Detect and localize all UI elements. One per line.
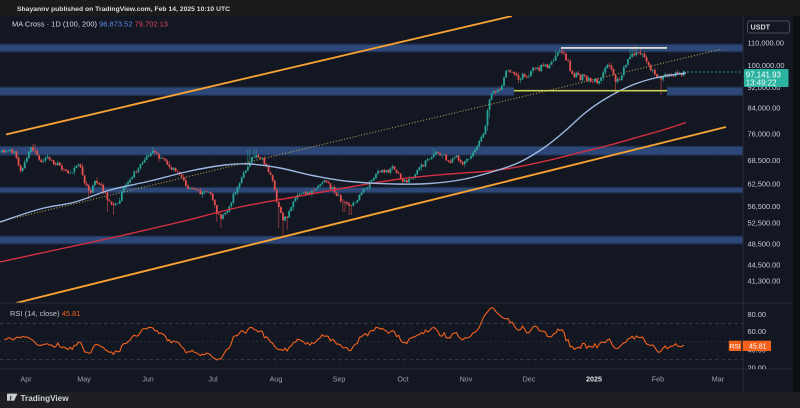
svg-text:20.00: 20.00 [748, 364, 767, 373]
svg-text:48,500.00: 48,500.00 [748, 240, 781, 249]
svg-text:RSI: RSI [729, 343, 740, 350]
svg-text:92,000.00: 92,000.00 [748, 83, 781, 92]
svg-text:60.00: 60.00 [748, 327, 767, 336]
svg-text:62,500.00: 62,500.00 [748, 180, 781, 189]
svg-text:97,141.93: 97,141.93 [746, 71, 782, 80]
svg-text:13:49:22: 13:49:22 [746, 79, 777, 88]
svg-text:Sep: Sep [333, 375, 346, 384]
svg-text:44,500.00: 44,500.00 [748, 261, 781, 270]
svg-text:Aug: Aug [270, 375, 283, 384]
svg-text:100,000.00: 100,000.00 [748, 61, 785, 70]
svg-text:Nov: Nov [460, 375, 473, 384]
svg-text:52,500.00: 52,500.00 [748, 219, 781, 228]
svg-text:Feb: Feb [652, 375, 664, 384]
svg-text:80.00: 80.00 [748, 310, 767, 319]
svg-text:Mar: Mar [712, 375, 725, 384]
svg-text:68,500.00: 68,500.00 [748, 156, 781, 165]
svg-text:45.81: 45.81 [749, 343, 767, 350]
svg-text:Jun: Jun [142, 375, 154, 384]
svg-text:2025: 2025 [586, 375, 602, 384]
svg-text:84,000.00: 84,000.00 [748, 104, 781, 113]
svg-text:Jul: Jul [208, 375, 218, 384]
svg-text:41,300.00: 41,300.00 [748, 277, 781, 286]
svg-text:76,000.00: 76,000.00 [748, 130, 781, 139]
svg-text:MA Cross · 1D (100, 200) 96,8: MA Cross · 1D (100, 200) 96,873.52 79,70… [12, 20, 168, 29]
svg-text:USDT: USDT [751, 23, 771, 32]
svg-text:RSI (14, close) 45.81: RSI (14, close) 45.81 [10, 309, 80, 318]
svg-text:Shayannv published on TradingV: Shayannv published on TradingView.com, F… [17, 6, 230, 13]
svg-text:110,000.00: 110,000.00 [748, 39, 784, 48]
svg-text:TradingView: TradingView [21, 394, 70, 403]
svg-text:Dec: Dec [523, 375, 536, 384]
svg-text:Oct: Oct [397, 375, 408, 384]
svg-text:May: May [77, 375, 91, 384]
svg-text:56,500.00: 56,500.00 [748, 202, 781, 211]
svg-text:Apr: Apr [20, 375, 32, 384]
